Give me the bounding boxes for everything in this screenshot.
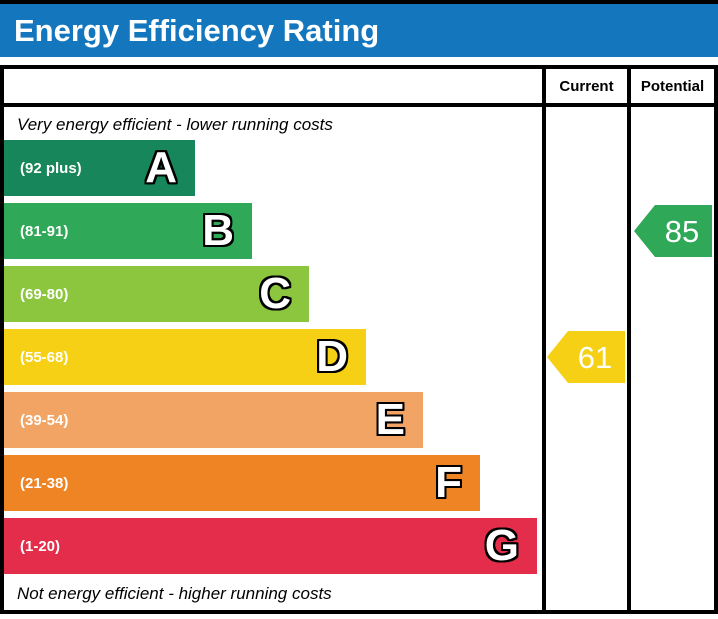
band-range-label: (39-54) [20,411,69,429]
band-letter: F [435,458,462,507]
title-bar: Energy Efficiency Rating [0,0,718,57]
band-row-F: (21-38) F [4,455,480,511]
potential-label: Potential [640,77,705,95]
column-header-potential: Potential [627,69,714,107]
band-range-label: (92 plus) [20,159,82,177]
band-letter: C [259,269,291,318]
band-letter: G [484,521,519,570]
top-note: Very energy efficient - lower running co… [17,115,333,134]
bands: (92 plus) A (81-91) B (69-80) C (55-68) D (39-54… [4,140,542,574]
band-row-D: (55-68) D [4,329,366,385]
potential-value: 85 [665,214,699,249]
header-spacer-cell [4,69,542,107]
band-range-label: (55-68) [20,348,69,366]
potential-rating-arrow: 85 [634,205,712,257]
current-arrow-shape [547,331,625,383]
current-rating-arrow: 61 [547,331,625,383]
potential-column: 85 [627,107,714,610]
band-letter: E [375,395,405,444]
band-range-label: (69-80) [20,285,69,303]
band-row-A: (92 plus) A [4,140,195,196]
band-range-label: (1-20) [20,537,61,555]
band-letter: D [316,332,348,381]
rating-table: Current Potential Very energy efficient … [0,65,718,614]
column-header-current: Current [542,69,627,107]
band-letter: A [145,143,177,192]
current-label: Current [559,77,614,95]
current-column: 61 [542,107,627,610]
current-value: 61 [578,340,612,375]
page-title: Energy Efficiency Rating [14,12,380,48]
band-row-E: (39-54) E [4,392,423,448]
band-row-C: (69-80) C [4,266,309,322]
band-letter: B [202,206,234,255]
band-row-B: (81-91) B [4,203,252,259]
band-row-G: (1-20) G [4,518,537,574]
band-range-label: (81-91) [20,222,69,240]
band-range-label: (21-38) [20,474,69,492]
bottom-note: Not energy efficient - higher running co… [17,584,332,603]
band-column: Very energy efficient - lower running co… [4,107,542,610]
potential-arrow-shape [634,205,712,257]
